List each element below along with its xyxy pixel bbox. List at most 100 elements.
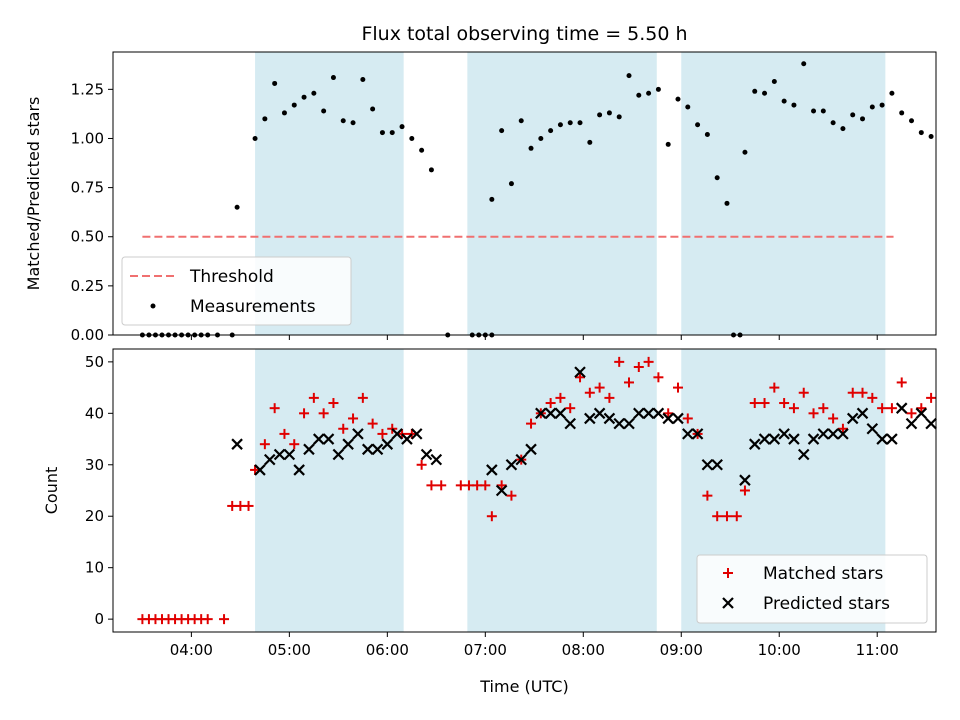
measurement-point bbox=[399, 124, 405, 130]
matched-star-point bbox=[788, 403, 799, 414]
y-tick-label: 20 bbox=[85, 507, 104, 525]
predicted-star-point bbox=[525, 443, 537, 456]
predicted-star-point bbox=[322, 433, 335, 445]
count-panel-legend: Matched stars Predicted stars bbox=[696, 554, 928, 624]
predicted-star-point bbox=[652, 407, 665, 420]
matched-star-point bbox=[906, 408, 917, 419]
matched-star-point bbox=[867, 392, 878, 403]
measurement-point bbox=[675, 96, 681, 102]
measurement-point bbox=[704, 132, 710, 138]
matched-star-point bbox=[202, 614, 213, 625]
predicted-star-point bbox=[758, 433, 771, 445]
matched-star-point bbox=[643, 356, 654, 367]
x-tick-label: 08:00 bbox=[562, 641, 605, 659]
matched-star-point bbox=[250, 464, 261, 475]
matched-star-point bbox=[259, 439, 270, 450]
matched-star-point bbox=[886, 403, 897, 414]
predicted-star-point bbox=[420, 448, 433, 461]
predicted-star-point bbox=[701, 458, 714, 471]
matched-star-point bbox=[526, 418, 537, 429]
matched-star-point bbox=[367, 418, 378, 429]
predicted-star-point bbox=[817, 428, 830, 440]
measurement-point bbox=[311, 90, 317, 96]
matched-star-point bbox=[712, 511, 723, 522]
matched-star-point bbox=[663, 408, 674, 419]
measurement-point bbox=[860, 116, 866, 122]
matched-star-point bbox=[357, 392, 368, 403]
predicted-star-point bbox=[633, 407, 645, 420]
matched-star-point bbox=[739, 485, 750, 496]
measurement-point bbox=[409, 135, 415, 141]
measurement-point bbox=[889, 90, 895, 96]
predicted-star-point bbox=[273, 448, 286, 461]
measurement-point bbox=[685, 104, 691, 110]
measurement-point bbox=[742, 149, 748, 155]
matched-star-point bbox=[555, 392, 566, 403]
predicted-star-point bbox=[748, 438, 761, 450]
matched-star-point bbox=[387, 423, 398, 434]
predicted-star-point bbox=[642, 407, 655, 420]
measurement-point bbox=[850, 112, 856, 118]
predicted-star-point bbox=[672, 412, 684, 425]
count-legend-predicted-label: Predicted stars bbox=[763, 594, 890, 614]
matched-star-point bbox=[828, 413, 839, 424]
measurement-point bbox=[646, 90, 652, 96]
count-panel-ylabel: Count bbox=[42, 467, 61, 515]
predicted-star-point bbox=[827, 428, 839, 440]
x-tick-label: 10:00 bbox=[758, 641, 801, 659]
predicted-star-point bbox=[342, 438, 354, 450]
predicted-star-point bbox=[391, 428, 403, 440]
predicted-star-point bbox=[778, 428, 790, 440]
y-tick-label: 1.25 bbox=[71, 80, 104, 98]
matched-star-point bbox=[702, 490, 713, 501]
matched-star-point bbox=[916, 403, 927, 414]
predicted-star-point bbox=[231, 438, 243, 450]
predicted-star-point bbox=[613, 417, 625, 430]
matched-star-point bbox=[416, 459, 427, 470]
predicted-star-point bbox=[283, 448, 296, 461]
matched-star-point bbox=[377, 428, 388, 439]
matched-star-point bbox=[318, 408, 329, 419]
measurement-point bbox=[879, 102, 885, 108]
measurement-point bbox=[655, 86, 661, 92]
ratio-legend-box bbox=[121, 256, 352, 326]
measurement-point bbox=[714, 175, 720, 181]
ratio-legend-measurements-label: Measurements bbox=[190, 297, 316, 317]
predicted-star-point bbox=[807, 433, 820, 445]
count-panel: 0 10 20 30 40 50 04:00 05:00 06:00 07:00 08:00 09:… bbox=[42, 348, 937, 696]
matched-star-point bbox=[877, 403, 888, 414]
matched-star-point bbox=[308, 392, 319, 403]
matched-star-point bbox=[837, 423, 848, 434]
matched-star-point bbox=[818, 403, 829, 414]
measurement-point bbox=[281, 110, 287, 116]
measurement-point bbox=[781, 98, 787, 104]
count-panel-frame bbox=[112, 348, 937, 633]
matched-star-point bbox=[348, 413, 359, 424]
ratio-panel: 0.00 0.25 0.50 0.75 1.00 1.25 Matched/Predict… bbox=[24, 51, 937, 344]
matched-star-point bbox=[269, 403, 280, 414]
measurement-point bbox=[557, 122, 563, 128]
predicted-star-point bbox=[837, 428, 849, 440]
matched-star-point bbox=[565, 403, 576, 414]
predicted-star-point bbox=[846, 412, 859, 425]
predicted-star-point bbox=[603, 412, 616, 425]
predicted-star-point bbox=[564, 417, 577, 430]
measurement-point bbox=[389, 130, 395, 136]
predicted-star-point bbox=[430, 453, 443, 466]
predicted-star-point bbox=[925, 417, 937, 430]
observing-window-2 bbox=[467, 349, 657, 632]
measurement-point bbox=[489, 196, 495, 202]
matched-star-point bbox=[338, 423, 349, 434]
measurement-point bbox=[499, 128, 505, 134]
measurement-point bbox=[869, 104, 875, 110]
predicted-star-point bbox=[352, 428, 364, 440]
measurement-point bbox=[321, 108, 327, 114]
measurement-point bbox=[419, 147, 425, 153]
y-tick-label: 0.75 bbox=[71, 179, 104, 197]
matched-star-point bbox=[759, 398, 770, 409]
predicted-star-point bbox=[544, 407, 557, 420]
predicted-star-point bbox=[593, 407, 606, 420]
measurement-point bbox=[508, 181, 514, 187]
predicted-star-point bbox=[401, 433, 413, 445]
